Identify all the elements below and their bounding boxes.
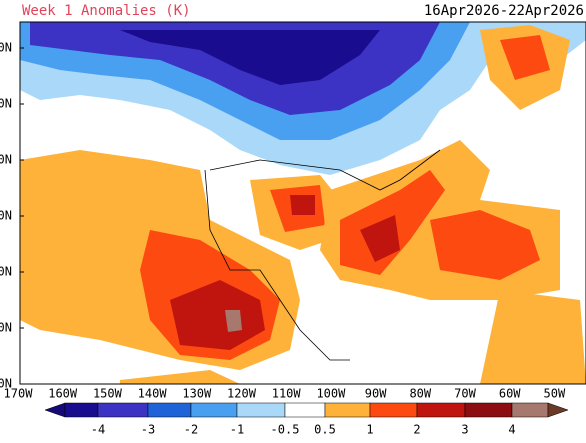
longitude-label: 100W xyxy=(316,387,346,401)
longitude-label: 130W xyxy=(182,387,212,401)
longitude-label: 160W xyxy=(48,387,78,401)
colorbar-label: 2 xyxy=(413,423,420,437)
anomaly-field xyxy=(20,22,586,384)
map-frame xyxy=(19,21,586,385)
latitude-label: 0N xyxy=(0,153,12,167)
colorbar-segment xyxy=(324,402,371,418)
colorbar-segment xyxy=(369,402,418,418)
colorbar-end xyxy=(44,402,66,418)
date-range: 16Apr2026-22Apr2026 xyxy=(424,3,584,19)
longitude-label: 80W xyxy=(409,387,431,401)
colorbar-segment xyxy=(284,402,326,418)
longitude-label: 140W xyxy=(138,387,168,401)
colorbar-label: -4 xyxy=(91,423,105,437)
colorbar-segment xyxy=(147,402,192,418)
longitude-label: 120W xyxy=(227,387,257,401)
latitude-label: 0N xyxy=(0,377,12,391)
colorbar-segment xyxy=(416,402,466,418)
colorbar-label: -0.5 xyxy=(271,423,300,437)
latitude-label: 0N xyxy=(0,209,12,223)
colorbar-segment xyxy=(190,402,238,418)
latitude-label: 0N xyxy=(0,265,12,279)
longitude-label: 170W xyxy=(4,387,34,401)
colorbar-segment xyxy=(236,402,286,418)
colorbar-label: -1 xyxy=(230,423,244,437)
longitude-label: 110W xyxy=(272,387,302,401)
map-title: Week 1 Anomalies (K) xyxy=(22,3,191,19)
latitude-label: 0N xyxy=(0,41,12,55)
longitude-label: 50W xyxy=(544,387,566,401)
longitude-label: 90W xyxy=(365,387,387,401)
colorbar-segment xyxy=(64,402,99,418)
colorbar-label: 0.5 xyxy=(314,423,336,437)
colorbar-end xyxy=(547,402,569,418)
colorbar-segment xyxy=(464,402,513,418)
colorbar-label: 4 xyxy=(508,423,515,437)
colorbar-label: -2 xyxy=(184,423,198,437)
colorbar-segment xyxy=(97,402,149,418)
colorbar-label: -3 xyxy=(141,423,155,437)
colorbar-segment xyxy=(511,402,549,418)
longitude-label: 150W xyxy=(93,387,123,401)
latitude-label: 0N xyxy=(0,97,12,111)
longitude-label: 70W xyxy=(454,387,476,401)
colorbar-label: 3 xyxy=(461,423,468,437)
colorbar-label: 1 xyxy=(366,423,373,437)
latitude-label: 0N xyxy=(0,321,12,335)
longitude-label: 60W xyxy=(499,387,521,401)
